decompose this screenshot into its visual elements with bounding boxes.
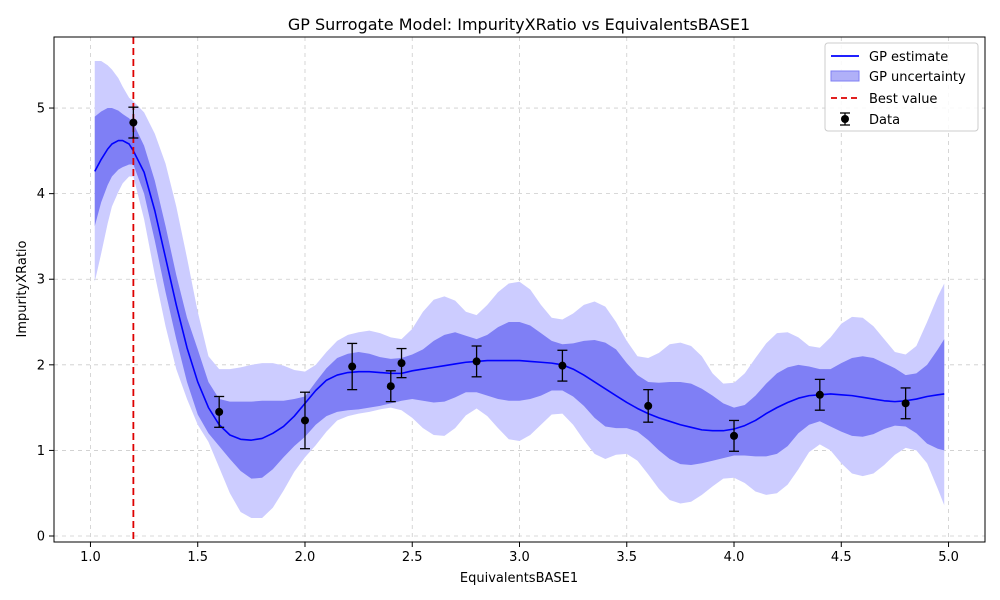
x-tick-label: 4.5: [831, 550, 852, 565]
legend-swatch-data-marker: [841, 115, 849, 123]
y-tick-label: 1: [37, 444, 45, 459]
data-marker: [397, 359, 406, 368]
data-point: [128, 106, 139, 139]
data-point: [396, 347, 407, 379]
y-axis-ticks: 0 1 2 3 4 5: [37, 102, 54, 545]
y-axis-title: ImpurityXRatio: [15, 240, 30, 337]
x-axis-ticks: 1.0 1.5 2.0 2.5 3.0 3.5 4.0 4.5 5.0: [80, 542, 959, 565]
data-marker: [300, 416, 309, 425]
data-marker: [815, 390, 824, 399]
data-marker: [644, 401, 653, 410]
data-point: [385, 370, 396, 403]
legend-label-data: Data: [869, 113, 900, 128]
data-marker: [901, 399, 910, 408]
gp-estimate-line: [94, 139, 945, 441]
data-point: [347, 342, 358, 391]
data-marker: [215, 407, 224, 416]
x-tick-label: 3.0: [509, 550, 530, 565]
data-marker: [348, 362, 357, 371]
x-tick-label: 1.5: [187, 550, 208, 565]
y-tick-label: 0: [37, 530, 45, 545]
data-marker: [730, 431, 739, 440]
data-point: [299, 391, 310, 450]
data-point: [557, 349, 568, 382]
y-tick-label: 3: [37, 273, 45, 288]
data-marker: [472, 357, 481, 366]
legend-swatch-gp-uncertainty: [830, 70, 860, 82]
data-marker: [129, 118, 138, 127]
data-point: [214, 395, 225, 428]
data-point: [900, 387, 911, 420]
legend-label-gp-uncertainty: GP uncertainty: [869, 70, 966, 85]
y-tick-label: 4: [37, 187, 45, 202]
chart-title: GP Surrogate Model: ImpurityXRatio vs Eq…: [288, 15, 750, 34]
data-marker: [558, 361, 567, 370]
y-tick-label: 5: [37, 102, 45, 117]
data-marker: [386, 382, 395, 391]
legend: GP estimate GP uncertainty Best value Da…: [824, 42, 979, 132]
legend-label-gp-estimate: GP estimate: [869, 50, 948, 65]
data-point: [471, 345, 482, 378]
legend-box: [824, 42, 979, 132]
y-tick-label: 2: [37, 358, 45, 373]
data-points-group: [128, 106, 911, 452]
data-point: [643, 388, 654, 423]
x-tick-label: 1.0: [80, 550, 101, 565]
data-point: [729, 419, 740, 452]
x-tick-label: 5.0: [938, 550, 959, 565]
x-tick-label: 4.0: [724, 550, 745, 565]
x-axis-title: EquivalentsBASE1: [460, 571, 578, 586]
x-tick-label: 3.5: [616, 550, 637, 565]
data-point: [814, 378, 825, 411]
mean-line-group: [94, 139, 945, 441]
x-tick-label: 2.5: [402, 550, 423, 565]
x-tick-label: 2.0: [295, 550, 316, 565]
legend-label-best-value: Best value: [869, 92, 937, 107]
